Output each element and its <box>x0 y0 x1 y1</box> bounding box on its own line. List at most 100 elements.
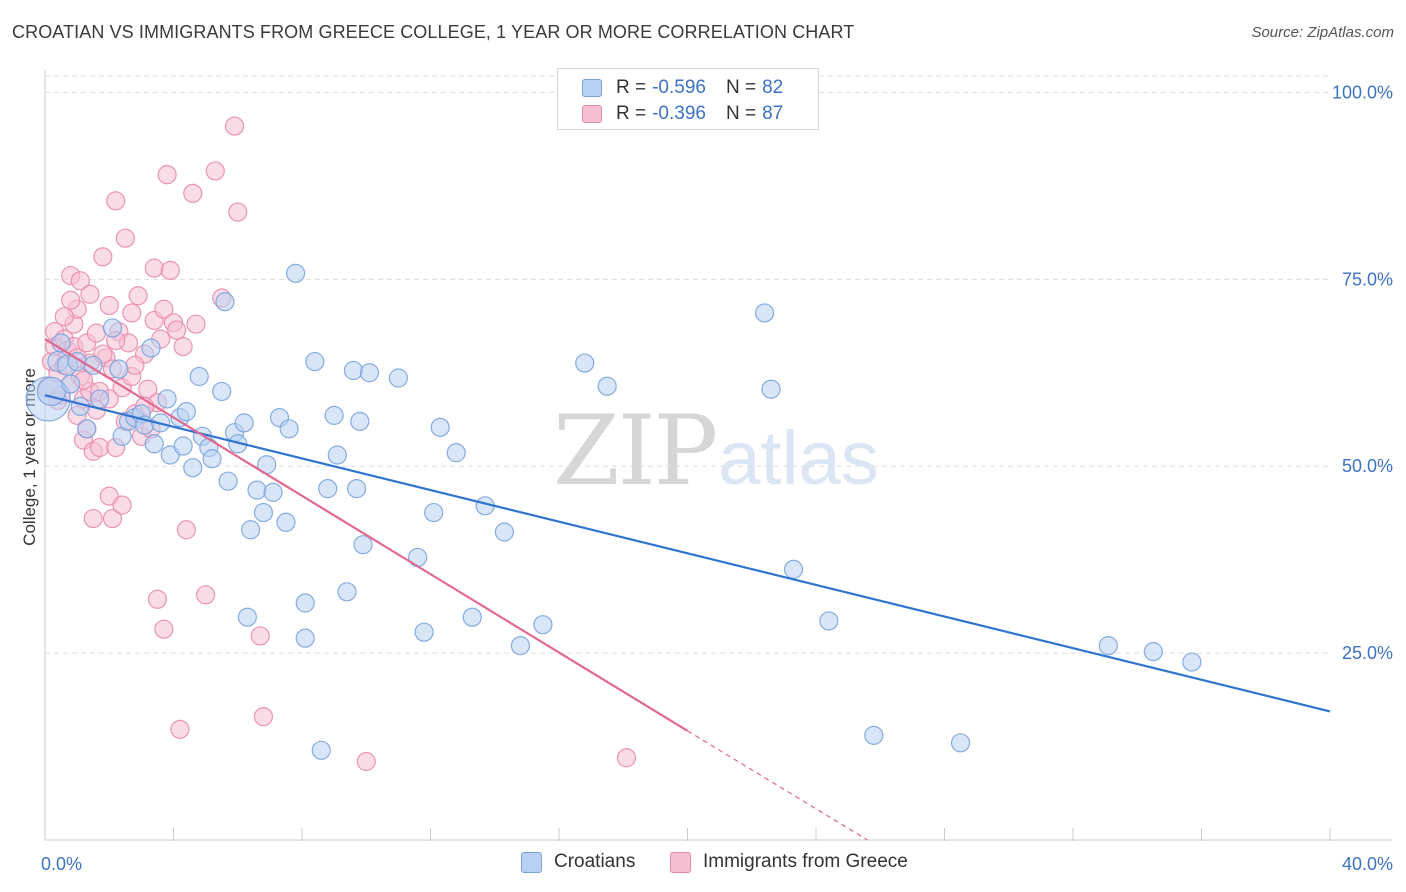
croatians-point <box>430 417 450 437</box>
greece-point <box>154 619 174 639</box>
legend-row-greece: R = -0.396 N = 87 <box>582 102 783 126</box>
legend-swatch-pink <box>582 105 602 123</box>
legend-swatch-blue <box>582 79 602 97</box>
croatians-point <box>327 445 347 465</box>
croatians-point <box>109 359 129 379</box>
croatians-point <box>253 502 274 523</box>
greece-point <box>83 508 103 529</box>
greece-point <box>54 307 74 327</box>
greece-point <box>170 719 190 739</box>
greece-point <box>147 589 168 609</box>
croatians-point <box>295 628 315 648</box>
legend-item-croatians[interactable]: Croatians <box>521 851 635 873</box>
croatians-point <box>141 338 161 358</box>
legend-item-immigrants-from-greece[interactable]: Immigrants from Greece <box>670 851 908 873</box>
croatians-point <box>279 419 299 439</box>
legend-r-label: R = <box>616 103 647 124</box>
croatians-point <box>350 411 370 431</box>
legend-row-croatians: R = -0.596 N = 82 <box>582 76 783 100</box>
croatians-point <box>202 449 222 469</box>
croatians-point <box>173 436 193 456</box>
croatians-point <box>353 535 373 555</box>
croatians-point <box>77 419 97 439</box>
croatians-point <box>783 559 804 579</box>
croatians-point <box>1143 642 1163 662</box>
croatians-point <box>324 405 344 425</box>
croatians-point <box>575 353 595 373</box>
greece-point <box>112 495 132 515</box>
greece-point <box>154 299 174 319</box>
croatians-point <box>761 379 781 399</box>
croatians-point <box>234 413 254 433</box>
croatians-point <box>61 374 81 394</box>
greece-point <box>115 228 135 248</box>
croatians-point <box>533 615 553 635</box>
croatians-swatch <box>521 851 542 873</box>
chart-title: CROATIAN VS IMMIGRANTS FROM GREECE COLLE… <box>12 22 855 42</box>
greece-point <box>196 585 216 605</box>
croatians-point <box>247 480 267 500</box>
greece-point <box>253 707 274 727</box>
greece-point <box>616 748 637 768</box>
y-tick-label: 100.0% <box>1332 82 1393 102</box>
legend-n-label: N = <box>725 103 757 124</box>
greece-trend-extension <box>687 730 868 841</box>
croatians-point <box>446 443 466 463</box>
series-croatians <box>25 263 1202 760</box>
croatians-point <box>510 636 531 656</box>
croatians-point <box>343 360 363 381</box>
greece-point <box>86 323 107 343</box>
legend-r-value: -0.396 <box>652 103 706 124</box>
grid-layer <box>45 75 1330 654</box>
croatians-point <box>212 381 232 402</box>
greece-point <box>144 258 164 278</box>
croatians-point <box>83 355 103 375</box>
axis-layer <box>44 70 1392 841</box>
legend-label-immigrants-from-greece: Immigrants from Greece <box>703 851 908 872</box>
croatians-point <box>276 512 296 532</box>
greece-point <box>160 260 180 280</box>
croatians-point <box>597 376 617 396</box>
greece-point <box>176 520 196 540</box>
croatians-point <box>90 389 110 409</box>
croatians-point <box>414 622 434 642</box>
greece-point <box>106 191 126 211</box>
greece-point <box>70 271 90 291</box>
greece-point <box>61 290 81 310</box>
croatians-point <box>237 607 257 627</box>
greece-point <box>122 303 142 323</box>
x-tick-label: 0.0% <box>41 854 82 874</box>
croatians-point <box>388 368 408 388</box>
croatians-point <box>359 363 380 383</box>
greece-point <box>228 202 248 222</box>
croatians-point <box>424 502 444 523</box>
greece-point <box>224 116 245 136</box>
croatians-point <box>144 434 164 454</box>
y-tick-label: 25.0% <box>1342 643 1393 663</box>
legend-n-value: 87 <box>762 103 784 124</box>
trend-layer <box>44 338 1331 841</box>
legend-r-label: R = <box>616 77 647 98</box>
greece-point <box>157 165 177 185</box>
greece-point <box>99 295 119 316</box>
croatians-point <box>347 479 367 499</box>
greece-point <box>167 320 187 340</box>
greece-point <box>173 337 193 357</box>
croatians-point <box>819 611 839 631</box>
greece-point <box>90 437 110 458</box>
greece-point <box>205 161 225 181</box>
croatians-point <box>157 389 177 409</box>
greece-trend-line <box>44 338 689 732</box>
croatians-point <box>285 263 306 283</box>
croatians-point <box>462 607 482 627</box>
greece-point <box>356 751 376 772</box>
greece-point <box>186 314 206 334</box>
greece-point <box>128 286 148 306</box>
correlation-legend: R = -0.596 N = 82 R = -0.396 N = 87 <box>557 68 819 130</box>
greece-point <box>250 626 270 646</box>
croatians-point <box>1098 636 1118 656</box>
croatians-point <box>494 522 514 542</box>
y-tick-label: 50.0% <box>1342 456 1393 476</box>
croatians-point <box>337 582 357 602</box>
croatians-point <box>176 402 196 422</box>
